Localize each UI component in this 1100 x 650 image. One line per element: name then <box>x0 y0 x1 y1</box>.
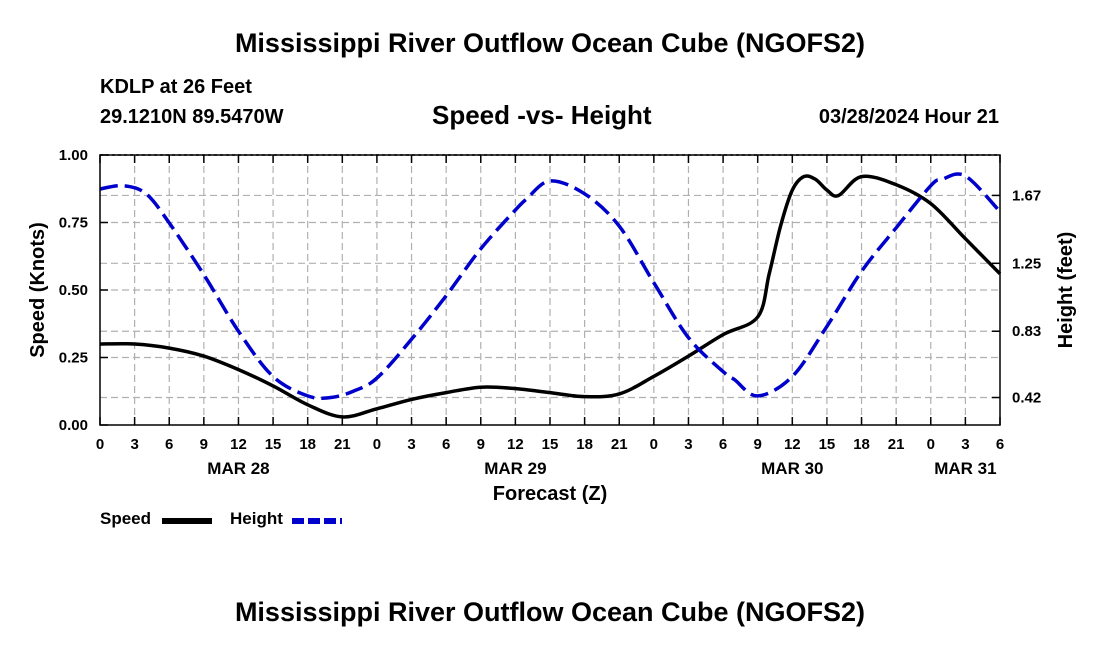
x-tick-label: 9 <box>754 436 762 453</box>
x-tick-label: 21 <box>611 436 628 453</box>
station-label: KDLP at 26 Feet <box>100 76 252 98</box>
y2-tick-label: 1.67 <box>1012 187 1041 204</box>
coordinates-label: 29.1210N 89.5470W <box>100 106 284 128</box>
legend-speed-label: Speed <box>100 509 152 528</box>
x-date-label: MAR 31 <box>934 459 996 478</box>
x-tick-label: 9 <box>477 436 485 453</box>
x-tick-label: 0 <box>373 436 381 453</box>
series-line-speed <box>99 174 1002 419</box>
x-tick-label: 9 <box>200 436 208 453</box>
x-date-label: MAR 30 <box>761 459 823 478</box>
chart-footer-title: Mississippi River Outflow Ocean Cube (NG… <box>234 597 866 627</box>
x-date-label: MAR 28 <box>207 459 269 478</box>
x-tick-label: 3 <box>130 436 138 453</box>
x-tick-label: 21 <box>888 436 905 453</box>
x-tick-label: 15 <box>265 436 282 453</box>
x-axis-label: Forecast (Z) <box>493 483 607 505</box>
grid <box>100 155 1000 425</box>
x-tick-label: 12 <box>784 436 801 453</box>
x-tick-label: 6 <box>719 436 727 453</box>
x-tick-label: 12 <box>507 436 524 453</box>
x-tick-label: 15 <box>542 436 559 453</box>
x-tick-label: 21 <box>334 436 351 453</box>
y2-tick-label: 0.42 <box>1012 390 1041 407</box>
y-tick-label: 0.25 <box>59 350 88 367</box>
y-tick-label: 0.50 <box>59 282 88 299</box>
x-tick-label: 18 <box>576 436 593 453</box>
x-tick-label: 3 <box>684 436 692 453</box>
series-line-height <box>99 172 1002 401</box>
x-tick-label: 15 <box>819 436 836 453</box>
series-layer <box>99 172 1002 419</box>
forecast-datetime: 03/28/2024 Hour 21 <box>818 106 999 128</box>
x-tick-label: 3 <box>961 436 969 453</box>
x-tick-label: 0 <box>650 436 658 453</box>
x-tick-label: 6 <box>996 436 1004 453</box>
y-tick-label: 0.75 <box>59 215 88 232</box>
x-tick-label: 18 <box>853 436 870 453</box>
y-tick-label: 0.00 <box>59 417 88 434</box>
y2-tick-label: 1.25 <box>1012 255 1041 272</box>
y-tick-label: 1.00 <box>59 147 88 164</box>
chart-main-title: Mississippi River Outflow Ocean Cube (NG… <box>234 28 866 58</box>
x-tick-label: 0 <box>927 436 935 453</box>
x-date-label: MAR 29 <box>484 459 546 478</box>
x-tick-label: 6 <box>442 436 450 453</box>
x-tick-label: 18 <box>299 436 316 453</box>
y-axis-label: Speed (Knots) <box>27 222 49 358</box>
axes: 0 3 6 9 12 15 18 21 0 3 6 9 12 15 18 21 0 3 6 9 12 15 18 21 0 3 6M… <box>59 147 1041 478</box>
x-tick-label: 3 <box>407 436 415 453</box>
x-tick-label: 0 <box>96 436 104 453</box>
y2-tick-label: 0.83 <box>1012 323 1041 340</box>
chart-title: Speed -vs- Height <box>432 100 652 130</box>
legend-height-label: Height <box>230 509 283 528</box>
x-tick-label: 6 <box>165 436 173 453</box>
x-tick-label: 12 <box>230 436 247 453</box>
y2-axis-label: Height (feet) <box>1055 232 1077 349</box>
